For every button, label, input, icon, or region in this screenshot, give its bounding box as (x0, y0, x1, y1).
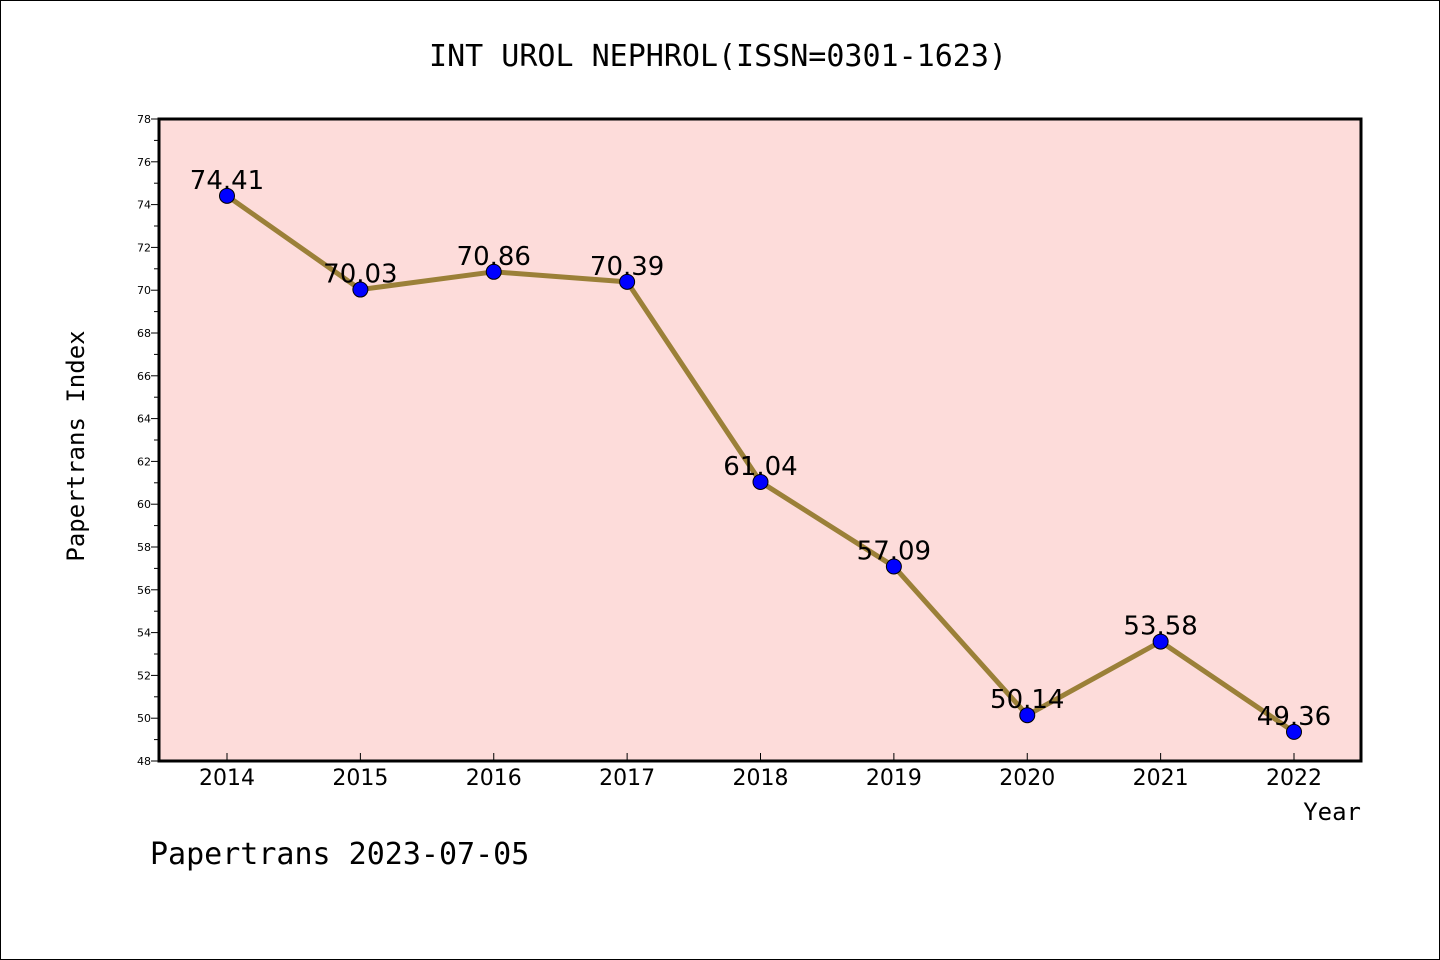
y-tick-label: 72 (137, 241, 151, 254)
x-tick-label: 2021 (1133, 766, 1189, 791)
y-tick-label: 74 (137, 199, 151, 212)
data-point (1152, 633, 1169, 650)
y-tick-label: 78 (137, 113, 151, 126)
y-tick-label: 52 (137, 669, 151, 682)
x-tick-label: 2020 (999, 766, 1055, 791)
y-tick-label: 62 (137, 455, 151, 468)
y-tick-label: 66 (137, 370, 151, 383)
y-tick-label: 60 (137, 498, 151, 511)
data-point (752, 473, 769, 490)
data-point (885, 558, 902, 575)
data-label: 70.86 (457, 242, 531, 272)
data-point (352, 281, 369, 298)
y-axis-label: Papertrans Index (62, 330, 90, 561)
data-point (1019, 707, 1036, 724)
data-label: 49.36 (1257, 702, 1331, 732)
x-tick-label: 2022 (1266, 766, 1322, 791)
x-tick-label: 2015 (332, 766, 388, 791)
x-tick-label: 2016 (466, 766, 522, 791)
y-tick-label: 64 (137, 413, 151, 426)
y-tick-label: 68 (137, 327, 151, 340)
data-label: 50.14 (990, 685, 1064, 715)
x-tick-label: 2014 (199, 766, 255, 791)
x-axis-label: Year (1303, 798, 1361, 826)
x-axis-ticks: 2014 2015 2016 2017 2018 2019 2020 2021 2022 (199, 753, 1322, 791)
data-label: 74.41 (190, 166, 264, 196)
data-label: 70.03 (323, 260, 397, 290)
data-label: 61.04 (723, 452, 797, 482)
data-point (1286, 723, 1302, 740)
x-tick-label: 2017 (599, 766, 655, 791)
y-tick-label: 56 (137, 584, 151, 597)
data-label: 57.09 (857, 536, 931, 566)
data-point (219, 187, 235, 204)
data-point (485, 263, 502, 280)
y-tick-label: 70 (137, 284, 151, 297)
plot-border (157, 117, 1363, 763)
y-tick-label: 50 (137, 712, 151, 725)
y-axis-ticks: 48 50 52 54 56 58 60 62 64 66 68 70 72 74 76 78 (137, 113, 159, 768)
x-tick-label: 2018 (733, 766, 789, 791)
plot-area (159, 119, 1361, 761)
data-points (219, 187, 1302, 740)
data-label: 53.58 (1123, 612, 1197, 642)
y-tick-label: 54 (137, 627, 151, 640)
x-tick-label: 2019 (866, 766, 922, 791)
y-tick-label: 76 (137, 156, 151, 169)
data-label: 70.39 (590, 252, 664, 282)
footer-text: Papertrans 2023-07-05 (150, 837, 529, 872)
y-tick-label: 48 (137, 755, 151, 768)
chart-title: INT UROL NEPHROL(ISSN=0301-1623) (429, 39, 1007, 74)
data-point (619, 273, 636, 290)
y-tick-label: 58 (137, 541, 151, 554)
data-labels: 74.41 70.03 70.86 70.39 61.04 57.09 50.14 53.58… (190, 166, 1331, 732)
